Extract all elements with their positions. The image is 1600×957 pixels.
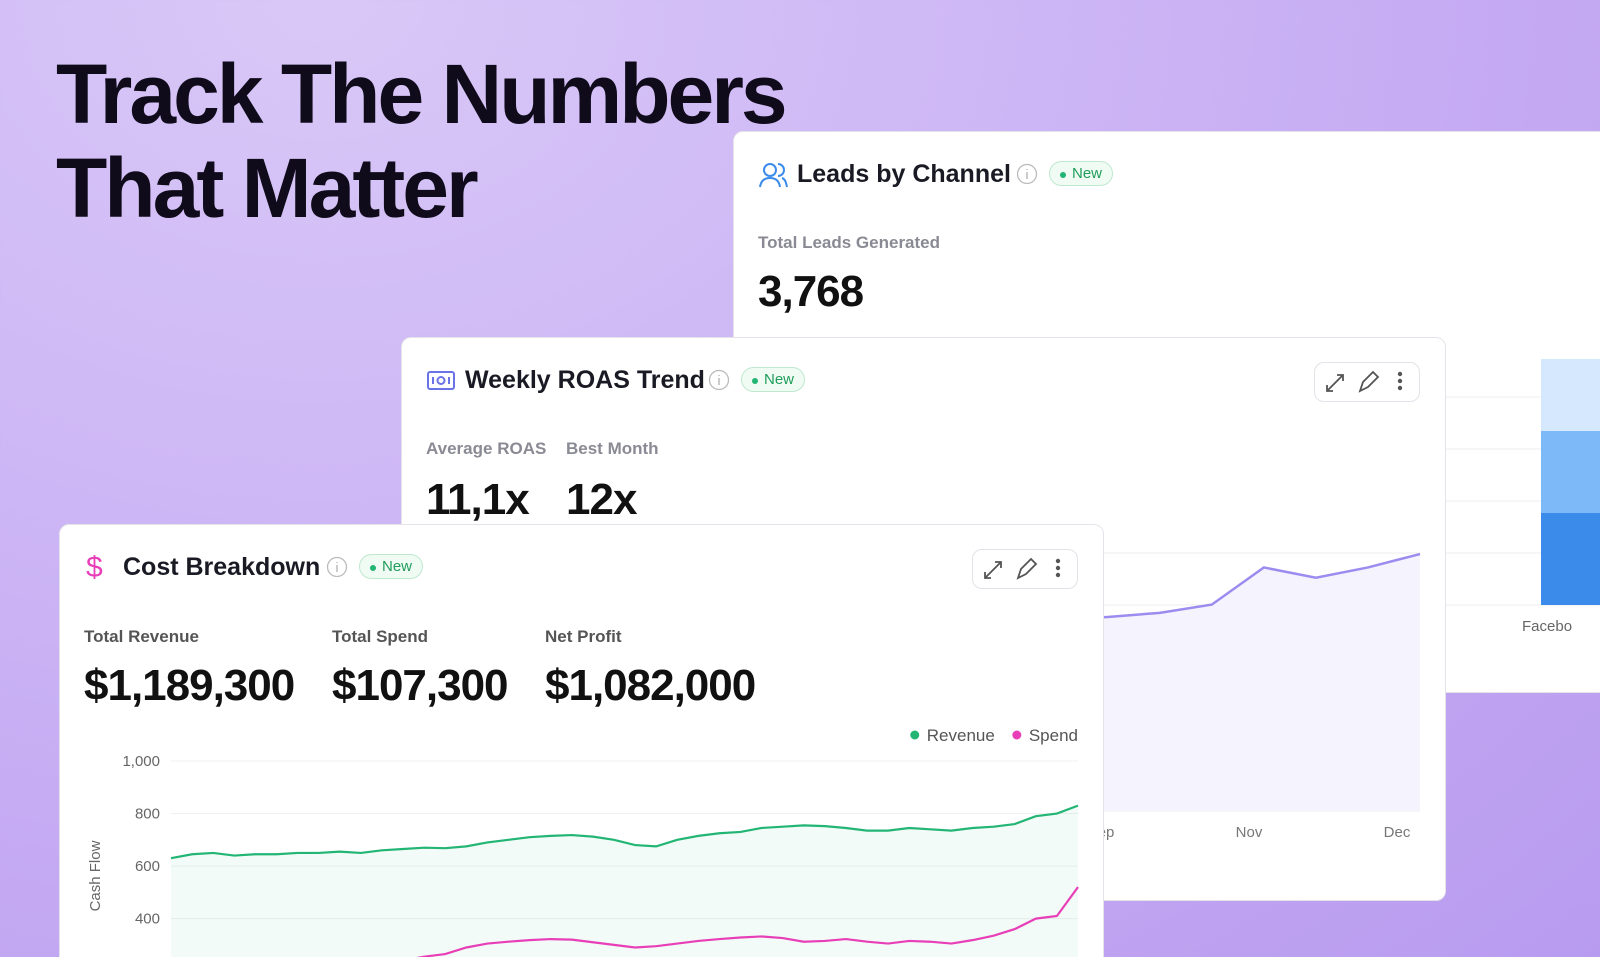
card-title: Leads by Channel (797, 160, 1011, 188)
icon (427, 371, 455, 390)
metric-label: Net Profit (545, 627, 622, 646)
cost-chart: 1,000 800 600 400 Cash Flow Spend Revenue (87, 726, 1079, 957)
headline: Track The Numbers (56, 47, 788, 141)
metric-value: 11,1x (426, 475, 530, 524)
badge: New (741, 367, 806, 392)
card-title: Weekly ROAS Trend (465, 366, 705, 394)
y-tick-label: 400 (135, 911, 160, 928)
y-tick-label: 600 (135, 858, 160, 875)
info-icon[interactable] (708, 369, 730, 391)
info-icon[interactable] (1016, 163, 1038, 185)
metric-value: 3,768 (758, 267, 864, 316)
y-axis-label: Cash Flow (87, 840, 104, 911)
metric-label: Best Month (566, 439, 659, 458)
x-tick-label: Dec (1384, 824, 1411, 841)
bar-chart (1445, 359, 1600, 606)
bar-label: Facebo (1522, 618, 1573, 635)
headline: That Matter (56, 141, 479, 235)
cost-card: $ Cost Breakdown New Total Revenue $1,18… (59, 524, 1104, 957)
legend-swatch (1012, 730, 1022, 740)
icon: $ (86, 551, 103, 584)
y-tick-label: 1,000 (122, 753, 160, 770)
metric-value: $1,189,300 (84, 661, 295, 710)
metric-value: $107,300 (332, 661, 509, 710)
metric-label: Total Spend (332, 627, 429, 646)
legend-label: Spend (1029, 726, 1078, 745)
plot (170, 804, 1079, 957)
bar-segment (1541, 513, 1600, 605)
icon (759, 163, 788, 188)
metric-label: Average ROAS (426, 439, 547, 458)
card-title: Cost Breakdown (123, 553, 321, 581)
metric-label: Total Revenue (84, 627, 199, 646)
badge: New (359, 554, 424, 579)
info-icon[interactable] (326, 556, 348, 578)
line-area (171, 805, 1078, 957)
bar-segment (1541, 359, 1600, 431)
bar-segment (1541, 431, 1600, 513)
metric-label: Total Leads Generated (758, 233, 941, 252)
legend-swatch (910, 730, 920, 740)
y-tick-label: 800 (135, 806, 160, 823)
badge: New (1049, 161, 1114, 186)
x-tick-label: Nov (1236, 824, 1263, 841)
metric-value: $1,082,000 (545, 661, 756, 710)
line (416, 886, 1079, 957)
metric-value: 12x (566, 475, 637, 524)
legend-label: Revenue (927, 726, 995, 745)
line (170, 804, 1079, 860)
